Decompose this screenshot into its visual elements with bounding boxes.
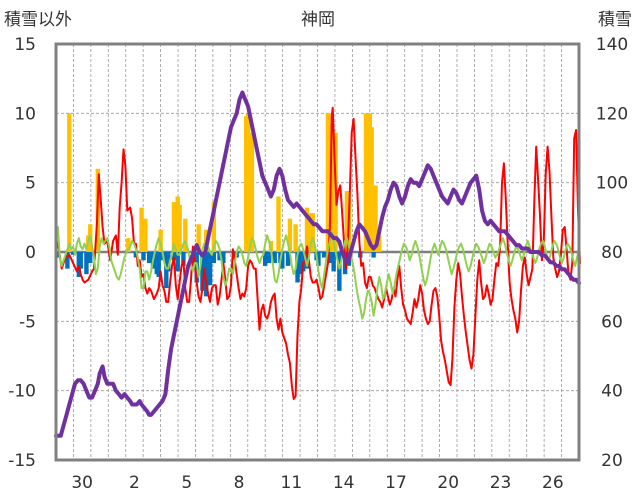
bar <box>196 224 201 252</box>
bar <box>304 252 310 269</box>
x-tick-label: 30 <box>71 473 93 493</box>
left-axis-label: 積雪以外 <box>4 10 72 30</box>
left-tick-label: -10 <box>8 382 36 402</box>
bar <box>211 202 217 252</box>
bar <box>329 121 334 252</box>
bar <box>280 252 285 269</box>
x-tick-label: 5 <box>181 473 192 493</box>
bar <box>207 252 213 286</box>
bar <box>204 252 209 297</box>
bar <box>373 185 378 252</box>
bar <box>175 252 180 272</box>
bar <box>141 252 146 261</box>
right-tick-label: 140 <box>596 35 628 55</box>
bar <box>331 252 336 272</box>
bar <box>263 252 268 266</box>
bar <box>377 235 382 252</box>
right-tick-label: 120 <box>596 104 628 124</box>
bar <box>177 204 182 252</box>
bar <box>55 252 61 258</box>
bar <box>272 252 277 264</box>
x-tick-label: 20 <box>437 473 459 493</box>
tick-labels: 15 10 5 0 -5 -10 -15 140 120 100 80 60 40 20 30 2 5 8 11 14… <box>8 35 628 493</box>
line-series-3 <box>55 226 580 320</box>
bar <box>166 252 171 272</box>
bar <box>304 207 310 252</box>
bar <box>84 252 89 275</box>
bar <box>70 252 76 255</box>
x-tick-label: 26 <box>542 473 564 493</box>
bar <box>316 252 321 266</box>
right-tick-label: 40 <box>601 382 623 402</box>
bar <box>181 252 186 266</box>
left-tick-label: -5 <box>19 312 36 332</box>
bar <box>78 252 83 269</box>
right-tick-label: 80 <box>601 243 623 263</box>
line-series-4 <box>54 90 581 438</box>
left-tick-label: -15 <box>8 451 36 471</box>
x-tick-label: 11 <box>281 473 303 493</box>
bar <box>143 218 148 252</box>
bar <box>139 207 144 252</box>
bar <box>321 252 327 258</box>
left-tick-label: 15 <box>14 35 36 55</box>
bar <box>293 224 298 252</box>
bar <box>287 218 293 252</box>
bar <box>327 252 333 264</box>
right-tick-label: 100 <box>596 174 628 194</box>
bar <box>67 113 72 252</box>
left-tick-label: 5 <box>25 174 36 194</box>
bar <box>285 252 291 266</box>
bar <box>126 238 131 252</box>
right-tick-label: 20 <box>601 451 623 471</box>
bar <box>249 132 255 252</box>
bar <box>276 196 281 252</box>
bar <box>146 252 152 264</box>
x-tick-label: 8 <box>234 473 245 493</box>
x-tick-label: 2 <box>129 473 140 493</box>
left-tick-label: 10 <box>14 104 36 124</box>
x-tick-label: 17 <box>385 473 407 493</box>
bar <box>88 252 93 264</box>
bar <box>310 213 315 252</box>
bar <box>266 252 272 264</box>
bar <box>171 202 177 252</box>
x-tick-label: 23 <box>490 473 512 493</box>
bar <box>171 252 177 261</box>
bar <box>200 252 205 291</box>
lines-layer <box>54 90 581 438</box>
bar <box>217 252 222 261</box>
chart-title: 神岡 <box>301 10 335 30</box>
bar <box>183 218 188 252</box>
bar <box>369 127 374 252</box>
bar <box>297 252 302 275</box>
bar <box>221 252 226 264</box>
plot-frame <box>54 42 581 462</box>
bar <box>65 252 70 269</box>
bar <box>156 252 161 277</box>
left-tick-label: 0 <box>25 243 36 263</box>
right-axis-label: 積雪 <box>598 10 632 30</box>
x-tick-label: 14 <box>333 473 355 493</box>
right-tick-label: 60 <box>601 312 623 332</box>
bar <box>371 252 376 258</box>
bar <box>337 252 342 291</box>
bar <box>211 252 217 264</box>
